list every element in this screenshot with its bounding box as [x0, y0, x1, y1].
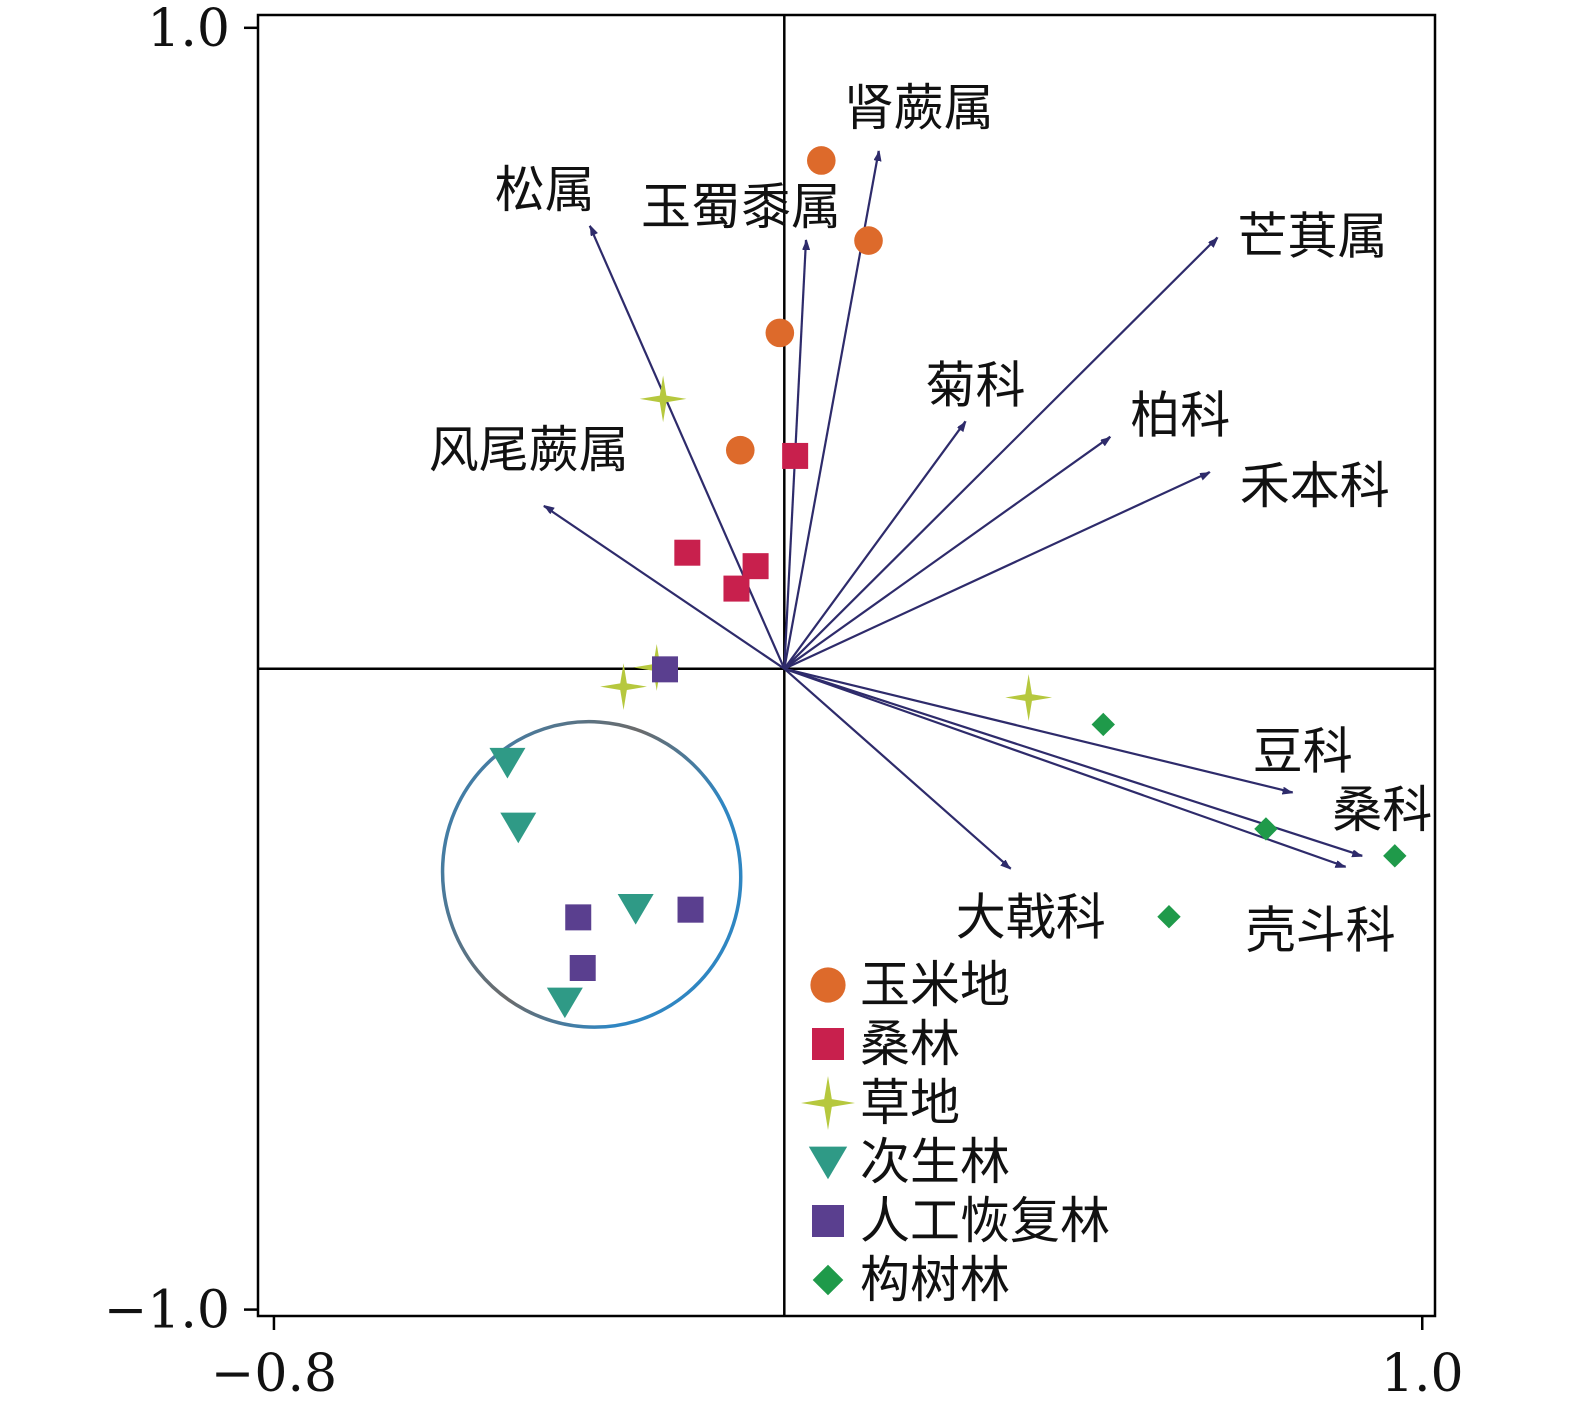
- cluster-ellipse: [440, 719, 743, 1029]
- series-group: [725, 146, 883, 465]
- data-point: [569, 954, 596, 981]
- vector-arrow: [783, 236, 1217, 670]
- vector-label: 柏科: [1130, 387, 1230, 445]
- vector-arrow: [784, 667, 1292, 793]
- legend-label: 玉米地: [860, 956, 1010, 1014]
- vector-arrow: [783, 667, 1012, 869]
- data-point: [674, 539, 701, 566]
- x-tick-label: −0.8: [211, 1344, 337, 1404]
- cluster-ellipse-outline: [440, 719, 743, 1029]
- data-point: [765, 318, 795, 348]
- legend-marker: [808, 1146, 848, 1180]
- vector-arrow: [783, 470, 1210, 670]
- legend-marker: [812, 1205, 844, 1237]
- vector-label: 玉蜀黍属: [641, 178, 841, 236]
- plot-frame: [256, 13, 1437, 1318]
- legend-label: 次生林: [860, 1133, 1010, 1191]
- data-point: [500, 812, 537, 844]
- vector-arrow: [783, 435, 1110, 670]
- data-point: [725, 435, 755, 465]
- x-tick-label: 1.0: [1381, 1344, 1464, 1404]
- legend-label: 人工恢复林: [860, 1192, 1110, 1250]
- data-point: [1157, 905, 1181, 929]
- data-point: [1254, 817, 1278, 841]
- y-tick-label: 1.0: [147, 0, 230, 59]
- legend-marker: [812, 1264, 844, 1296]
- legend-marker: [810, 967, 846, 1003]
- data-point: [1383, 844, 1407, 868]
- data-point: [546, 987, 583, 1019]
- data-point: [1005, 674, 1053, 721]
- vector-label: 大戟科: [956, 889, 1106, 947]
- vector-label: 菊科: [925, 356, 1025, 414]
- vector-arrow: [588, 226, 786, 670]
- vector-arrow: [783, 667, 1345, 867]
- vector-label: 桑科: [1332, 781, 1432, 839]
- data-point: [742, 553, 769, 580]
- legend-label: 草地: [860, 1074, 960, 1132]
- vector-label: 壳斗科: [1246, 902, 1396, 960]
- series-group: [489, 747, 654, 1019]
- data-point: [489, 747, 526, 779]
- vector-label: 芒萁属: [1237, 207, 1387, 265]
- vector-arrow: [783, 420, 965, 670]
- data-point: [600, 663, 647, 711]
- vector-label: 禾本科: [1240, 457, 1390, 515]
- data-point: [639, 375, 687, 423]
- legend-marker: [801, 1076, 855, 1130]
- data-point: [652, 656, 679, 683]
- data-point: [854, 226, 883, 255]
- legend-label: 桑林: [860, 1015, 960, 1073]
- plot-border: [256, 13, 1437, 1318]
- axis-ticks: −0.8 1.0 1.0 −1.0: [104, 0, 1464, 1404]
- data-point: [565, 904, 592, 931]
- y-tick-label: −1.0: [104, 1281, 230, 1341]
- legend-marker: [812, 1028, 844, 1060]
- data-point: [677, 896, 704, 923]
- data-point: [723, 575, 750, 602]
- vector-label: 豆科: [1253, 722, 1353, 780]
- series-group: [674, 442, 809, 602]
- data-point: [807, 146, 836, 175]
- data-point: [782, 442, 809, 469]
- vector-label: 松属: [495, 161, 595, 219]
- vector-arrow: [543, 506, 785, 670]
- series-group: [1091, 712, 1407, 929]
- data-point: [617, 893, 654, 925]
- legend-label: 构树林: [860, 1251, 1010, 1309]
- data-point: [1091, 712, 1115, 737]
- series-group: [565, 656, 704, 981]
- vector-label: 肾蕨属: [844, 79, 994, 137]
- sample-points: [489, 146, 1407, 1019]
- vector-label: 风尾蕨属: [429, 421, 629, 479]
